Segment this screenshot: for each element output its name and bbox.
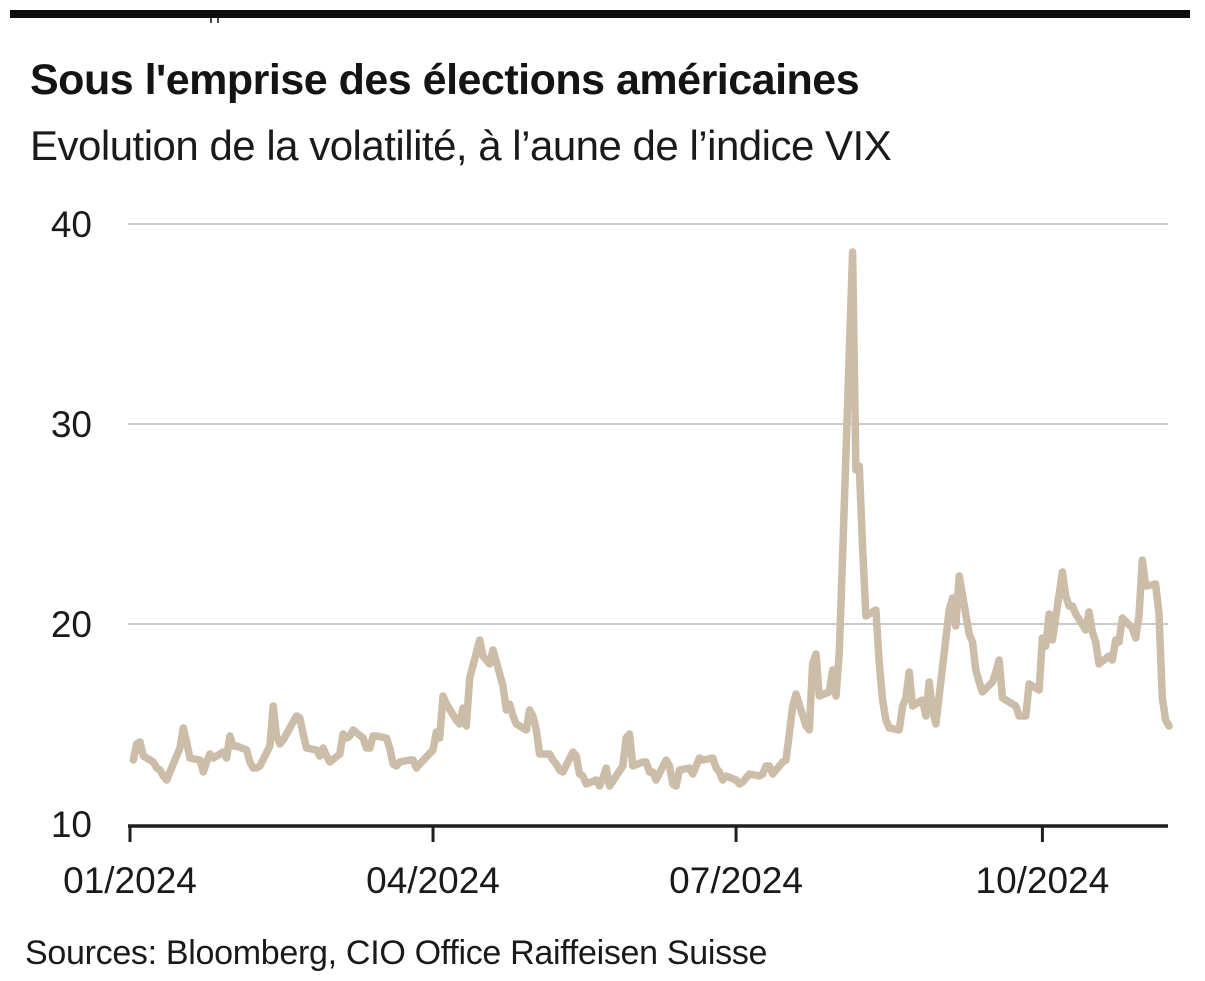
chart-title: Sous l'emprise des élections américaines — [30, 56, 860, 104]
y-tick-label-10: 10 — [51, 804, 92, 845]
y-tick-label-30: 30 — [51, 404, 92, 445]
top-rule-notch — [217, 18, 219, 23]
x-tick-label-07/2024: 07/2024 — [669, 860, 803, 901]
y-tick-label-20: 20 — [51, 604, 92, 645]
top-rule — [10, 10, 1190, 18]
x-tick-label-01/2024: 01/2024 — [63, 860, 197, 901]
x-tick-label-10/2024: 10/2024 — [976, 860, 1110, 901]
x-tick-label-04/2024: 04/2024 — [366, 860, 500, 901]
y-tick-label-40: 40 — [51, 204, 92, 245]
vix-line — [129, 248, 1173, 790]
chart-subtitle: Evolution de la volatilité, à l’aune de … — [30, 122, 892, 169]
chart-source: Sources: Bloomberg, CIO Office Raiffeise… — [25, 934, 768, 972]
top-rule-notch — [210, 18, 212, 23]
